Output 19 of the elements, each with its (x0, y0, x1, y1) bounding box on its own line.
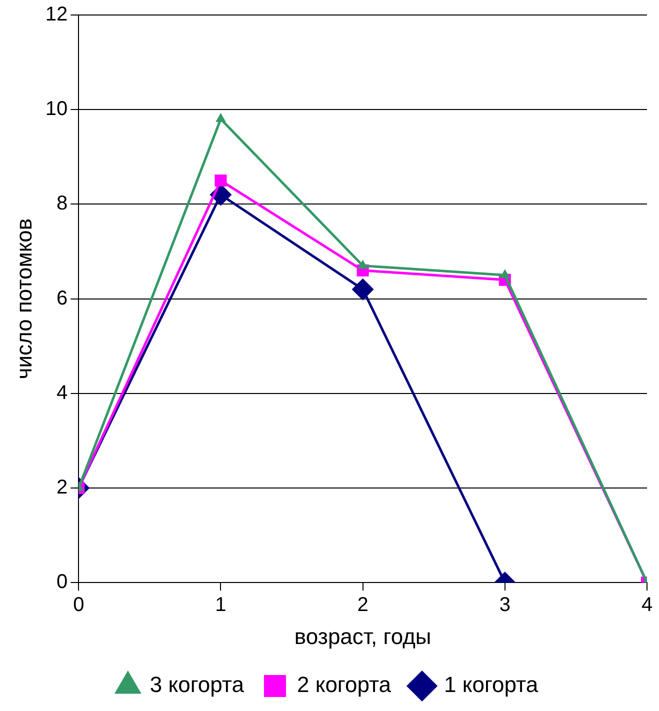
y-tick-label: 10 (45, 98, 68, 120)
x-tick-label: 1 (215, 594, 226, 616)
legend-label: 1 когорта (444, 672, 539, 698)
y-tick-label: 2 (56, 476, 68, 499)
x-axis-title: возраст, годы (294, 624, 432, 649)
y-tick-label: 6 (56, 287, 68, 310)
point (352, 278, 374, 300)
y-tick-label: 0 (56, 571, 68, 594)
point (214, 174, 227, 187)
x-tick-label: 0 (73, 594, 84, 616)
legend-label: 3 когорта (150, 672, 245, 698)
legend-label: 2 когорта (296, 672, 392, 698)
y-axis-title: число потомков (11, 218, 36, 380)
y-tick-label: 8 (56, 192, 68, 215)
y-tick-label: 12 (45, 4, 68, 26)
y-tick-label: 4 (56, 382, 68, 404)
x-tick-label: 2 (357, 594, 368, 616)
x-tick-label: 4 (641, 594, 653, 616)
x-tick-label: 3 (499, 594, 510, 616)
